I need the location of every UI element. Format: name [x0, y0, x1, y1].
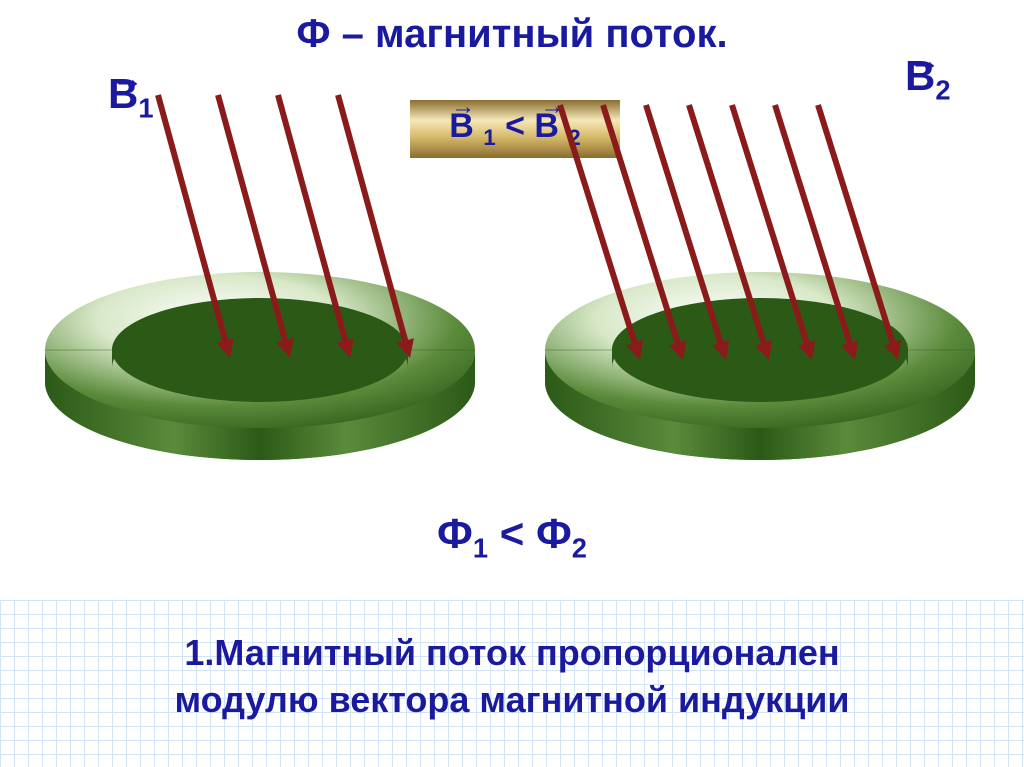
flux-f2: Ф — [536, 510, 572, 557]
caption-line1: 1.Магнитный поток пропорционален — [0, 630, 1024, 677]
flux-sub2: 2 — [572, 532, 587, 563]
flux-sub1: 1 — [473, 532, 488, 563]
flux-op: < — [500, 510, 536, 557]
diagram-area: Ф – магнитный поток. → В1 → В2 → В 1 < →… — [0, 0, 1024, 600]
flux-compare: Ф1 < Ф2 — [0, 510, 1024, 564]
caption-line2: модулю вектора магнитной индукции — [0, 677, 1024, 724]
caption-area: 1.Магнитный поток пропорционален модулю … — [0, 600, 1024, 767]
rings-svg — [0, 0, 1024, 500]
caption-text: 1.Магнитный поток пропорционален модулю … — [0, 630, 1024, 724]
flux-f1: Ф — [437, 510, 473, 557]
